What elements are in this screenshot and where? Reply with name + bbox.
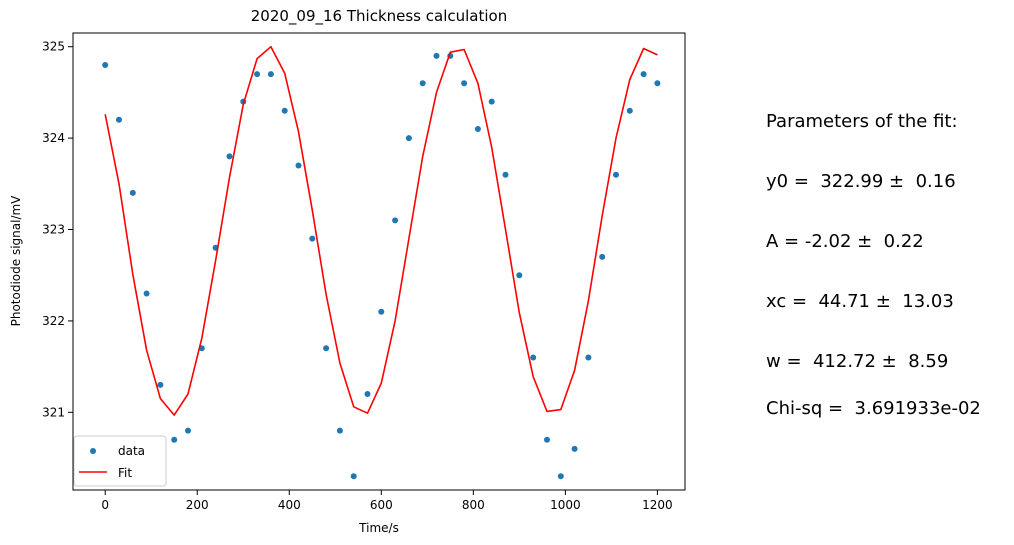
data-point <box>350 473 357 480</box>
y-tick-label: 321 <box>42 405 65 419</box>
data-point <box>129 189 136 196</box>
x-tick-label: 200 <box>186 498 209 512</box>
x-tick-label: 400 <box>278 498 301 512</box>
data-point <box>364 391 371 397</box>
data-point <box>226 153 233 160</box>
legend-marker-data <box>90 448 96 454</box>
x-axis-label: Time/s <box>358 521 399 535</box>
x-tick-label: 800 <box>462 498 485 512</box>
data-point <box>544 436 550 443</box>
data-point <box>557 473 564 480</box>
fit-param-y0: y0 = 322.99 ± 0.16 <box>766 171 956 192</box>
data-point <box>654 80 661 87</box>
data-point <box>336 427 343 434</box>
data-point <box>585 354 592 361</box>
data-point <box>116 116 122 123</box>
data-point <box>405 135 412 142</box>
y-tick-label: 325 <box>42 40 65 54</box>
fit-params-heading: Parameters of the fit: <box>766 111 958 132</box>
legend: data Fit <box>73 435 167 487</box>
data-point <box>378 308 385 315</box>
fit-line <box>104 45 658 416</box>
data-point <box>626 107 633 114</box>
data-point <box>281 107 288 114</box>
data-point <box>461 80 468 87</box>
y-tick-label: 323 <box>42 223 65 237</box>
chart-title: 2020_09_16 Thickness calculation <box>251 7 507 26</box>
data-point <box>185 427 191 434</box>
data-point <box>474 126 481 132</box>
data-point <box>102 62 109 68</box>
x-tick-label: 1000 <box>550 498 581 512</box>
data-point <box>392 217 399 224</box>
data-point <box>254 71 261 78</box>
data-point <box>309 235 316 242</box>
fit-param-w: w = 412.72 ± 8.59 <box>766 351 949 372</box>
x-tick-label: 0 <box>101 498 109 512</box>
data-point <box>267 71 274 78</box>
data-point <box>488 98 495 105</box>
x-tick-label: 600 <box>370 498 393 512</box>
fit-parameters-box: Parameters of the fit: y0 = 322.99 ± 0.1… <box>766 72 958 392</box>
data-point <box>171 436 178 443</box>
fit-param-xc: xc = 44.71 ± 13.03 <box>766 291 954 312</box>
y-tick-label: 322 <box>42 314 65 328</box>
y-axis-label: Photodiode signal/mV <box>9 195 23 327</box>
data-point <box>599 253 606 260</box>
data-point <box>323 345 330 352</box>
axis-ticks: 0 200 400 600 800 1000 1200 321 322 323 324 325 <box>42 40 673 512</box>
chi-square-value: Chi-sq = 3.691933e-02 <box>766 398 981 419</box>
data-point <box>157 381 164 388</box>
data-point <box>571 445 578 452</box>
data-point <box>295 162 302 169</box>
x-tick-label: 1200 <box>642 498 673 512</box>
data-point <box>143 290 150 297</box>
data-point <box>516 272 523 279</box>
data-point <box>640 71 647 78</box>
fit-param-A: A = -2.02 ± 0.22 <box>766 231 924 252</box>
data-point <box>613 171 619 178</box>
y-tick-label: 324 <box>42 131 65 145</box>
data-point <box>419 80 426 87</box>
data-point <box>502 171 509 178</box>
legend-label-data: data <box>118 444 145 458</box>
data-point <box>530 354 537 361</box>
plot-area <box>72 32 686 491</box>
legend-frame <box>73 435 167 487</box>
plot-series <box>102 45 661 480</box>
data-point <box>433 52 440 59</box>
legend-label-fit: Fit <box>118 466 132 480</box>
